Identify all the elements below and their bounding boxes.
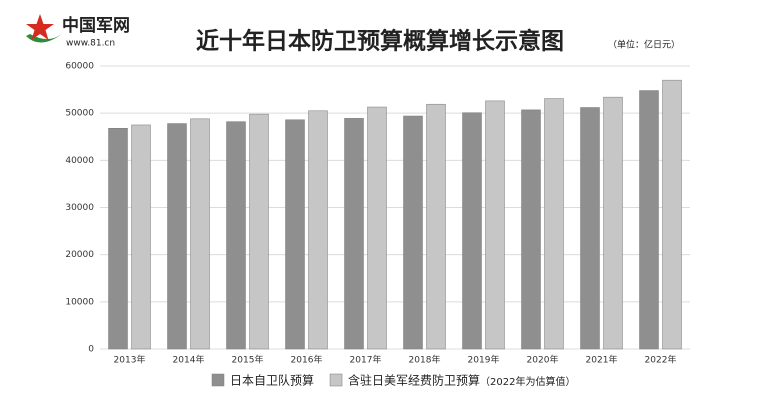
bar (544, 98, 564, 350)
x-tick-label: 2014年 (173, 354, 205, 366)
legend-label: 日本自卫队预算 (230, 373, 314, 388)
y-tick-label: 50000 (65, 109, 94, 119)
unit-label: （单位：亿日元） (608, 39, 680, 51)
y-tick-label: 10000 (65, 297, 94, 307)
legend-swatch (329, 373, 343, 387)
x-tick-label: 2022年 (645, 354, 677, 366)
bar (403, 115, 423, 350)
bar (344, 118, 364, 350)
bar (285, 119, 305, 350)
logo-star (26, 14, 54, 40)
bar (462, 112, 482, 350)
bar (521, 109, 541, 350)
bar (603, 96, 623, 350)
bar (639, 90, 659, 350)
y-tick-label: 60000 (65, 62, 94, 72)
x-tick-label: 2019年 (468, 354, 500, 366)
logo: 中国军网 www.81.cn (26, 14, 130, 49)
bar (580, 107, 600, 350)
bar (308, 110, 328, 350)
bar (426, 103, 446, 350)
x-tick-label: 2015年 (232, 354, 264, 366)
bar (167, 123, 187, 350)
x-tick-label: 2021年 (586, 354, 618, 366)
x-tick-label: 2013年 (114, 354, 146, 366)
x-tick-label: 2018年 (409, 354, 441, 366)
bar (485, 100, 505, 350)
bar (190, 118, 210, 350)
bar (662, 79, 682, 350)
y-tick-label: 40000 (65, 156, 94, 166)
x-tick-label: 2017年 (350, 354, 382, 366)
y-tick-label: 0 (88, 345, 94, 355)
bar (367, 106, 387, 350)
bar (249, 113, 269, 350)
logo-swoosh (26, 34, 62, 43)
logo-url: www.81.cn (66, 39, 115, 49)
legend-note: （2022年为估算值） (480, 375, 575, 388)
x-tick-label: 2016年 (291, 354, 323, 366)
legend-label: 含驻日美军经费防卫预算 (348, 373, 480, 388)
bar (131, 124, 151, 350)
y-tick-label: 20000 (65, 250, 94, 260)
y-tick-label: 30000 (65, 203, 94, 213)
bar (226, 121, 246, 350)
legend-swatch (211, 373, 225, 387)
chart-title: 近十年日本防卫预算概算增长示意图 (196, 28, 564, 55)
logo-name: 中国军网 (62, 15, 130, 36)
x-tick-label: 2020年 (527, 354, 559, 366)
bar (108, 128, 128, 350)
